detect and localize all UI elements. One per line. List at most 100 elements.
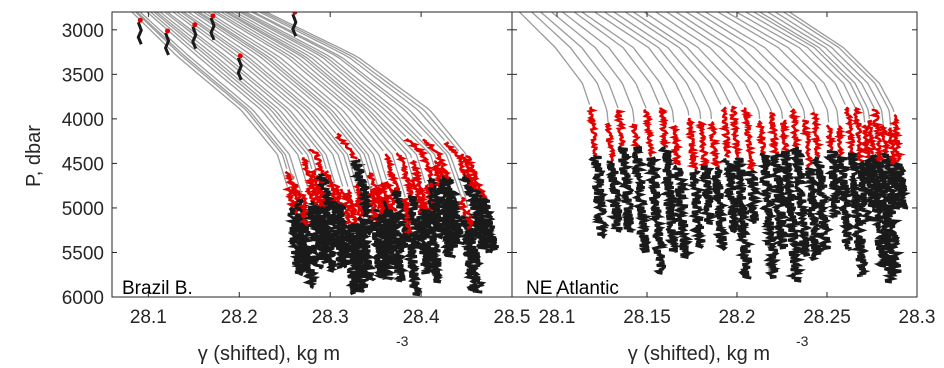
profile-deep	[617, 145, 637, 233]
profile-line	[783, 12, 892, 127]
profile-highlight	[375, 185, 391, 216]
x-tick-label-brazil: 28.1	[130, 307, 167, 328]
profile-line	[643, 12, 744, 105]
x-tick-label-ne-atlantic: 28.1	[539, 307, 576, 328]
profile-line	[242, 12, 437, 159]
profile-line	[172, 12, 344, 187]
profile-line	[696, 12, 806, 119]
profile-line	[581, 12, 675, 123]
profile-highlight	[604, 122, 617, 163]
profile-deep	[810, 156, 834, 251]
profile-deep	[425, 177, 448, 240]
profile-line	[774, 12, 884, 127]
profile-highlight	[868, 108, 887, 163]
profile-line	[176, 12, 349, 187]
profile-highlight	[430, 164, 444, 188]
panel-label-ne-atlantic: NE Atlantic	[526, 278, 619, 299]
profile-deep	[657, 145, 681, 254]
x-axis-label-brazil: γ (shifted), kg m	[198, 343, 340, 365]
profile-deep	[297, 225, 321, 290]
profile-line	[705, 12, 815, 112]
profile-line	[196, 12, 371, 173]
profile-line	[159, 12, 311, 148]
profile-deep	[768, 153, 791, 250]
profile-highlight	[422, 138, 452, 180]
profile-highlight	[876, 124, 891, 154]
profile-deep	[871, 160, 898, 284]
profile-deep	[387, 210, 410, 283]
profile-highlight	[297, 193, 313, 228]
profile-highlight	[706, 120, 723, 169]
profile-line	[227, 12, 413, 159]
y-tick-label: 3500	[62, 65, 104, 86]
profile-highlight	[339, 188, 356, 225]
profile-line	[753, 12, 866, 123]
profile-highlight	[457, 196, 468, 218]
profile-line	[135, 12, 288, 169]
x-tick-label-ne-atlantic: 28.3	[899, 307, 936, 328]
x-tick-label-brazil: 28.5	[494, 307, 531, 328]
profile-highlight	[667, 124, 684, 166]
profile-deep	[349, 158, 380, 237]
profile-highlight	[694, 120, 710, 168]
profile-highlight	[383, 153, 401, 192]
profile-line	[251, 12, 463, 198]
profile-line	[245, 12, 423, 138]
profile-deep	[832, 154, 856, 252]
profiles-ne-atlantic	[518, 12, 911, 284]
profile-highlight	[788, 108, 803, 149]
profile-deep	[786, 146, 813, 257]
profile-deep	[381, 208, 404, 268]
profile-highlight	[642, 108, 658, 158]
profile-deep	[801, 166, 825, 262]
profile-deep	[698, 165, 717, 226]
profile-highlight	[778, 119, 791, 153]
profile-deep	[671, 164, 696, 260]
x-axis-label-ne-atlantic: γ (shifted), kg m	[628, 343, 770, 365]
profile-line	[216, 12, 406, 198]
profile-highlight	[833, 125, 847, 156]
profile-deep	[743, 169, 764, 225]
profile-line	[745, 12, 857, 109]
profile-deep	[778, 150, 807, 283]
profile-line	[262, 12, 460, 152]
profile-highlight	[766, 111, 780, 154]
profile-deep	[643, 156, 669, 275]
profile-line	[632, 12, 731, 105]
profile-line	[613, 12, 713, 119]
profile-line	[150, 12, 304, 155]
profile-deep	[374, 214, 395, 276]
panel-brazil: 3000 3500 4000 4500 5000 5500 6000 28.1 28.2 28.3…	[23, 11, 531, 365]
ticks-ne-atlantic: 28.1 28.15 28.2 28.25 28.3	[512, 12, 935, 328]
profile-deep	[476, 197, 499, 254]
profile-line	[153, 12, 313, 169]
profile-line	[717, 12, 830, 123]
profile-line	[767, 12, 875, 109]
x-tick-label-ne-atlantic: 28.2	[719, 307, 756, 328]
x-tick-label-ne-atlantic: 28.25	[803, 307, 851, 328]
profile-line	[202, 12, 383, 184]
profile-line	[540, 12, 619, 109]
profile-highlight	[613, 109, 627, 148]
profile-fragment	[236, 57, 243, 81]
x-axis-exponent-brazil: -3	[396, 333, 409, 349]
profile-line	[759, 12, 870, 119]
profile-line	[666, 12, 773, 113]
profile-highlight	[851, 106, 868, 163]
profile-fragment	[382, 199, 389, 223]
profile-deep	[756, 152, 782, 280]
profile-highlight	[463, 209, 477, 230]
profile-highlight	[799, 119, 814, 168]
profile-line	[789, 12, 895, 113]
profile-highlight	[717, 106, 734, 158]
profile-highlight	[331, 183, 344, 207]
profile-highlight	[403, 138, 434, 179]
fragment-highlight	[137, 17, 143, 23]
profile-fragment	[209, 17, 216, 41]
profile-line	[604, 12, 702, 119]
profile-deep	[426, 209, 444, 284]
profile-highlight	[740, 107, 758, 172]
profile-line	[735, 12, 846, 105]
y-tick-label: 4500	[62, 154, 104, 175]
